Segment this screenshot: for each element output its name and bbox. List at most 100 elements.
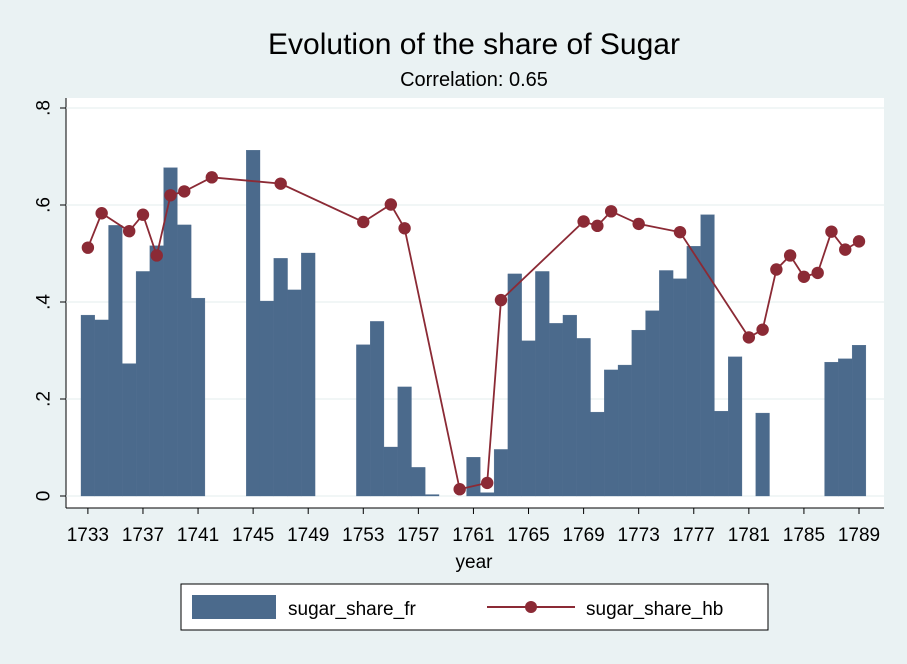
- bar-1753: [356, 344, 371, 497]
- bar-1789: [851, 345, 867, 497]
- bar-1741: [191, 297, 206, 497]
- point-1788: [839, 243, 852, 256]
- bar-1788: [838, 358, 853, 497]
- bar-1776: [672, 278, 688, 497]
- point-1734: [95, 207, 108, 220]
- x-tick-label: 1733: [67, 525, 109, 546]
- point-1769: [577, 215, 590, 228]
- bar-1738: [149, 245, 164, 497]
- point-1783: [770, 263, 783, 276]
- bar-1774: [645, 310, 660, 497]
- bar-1787: [824, 361, 839, 497]
- point-1736: [122, 224, 136, 238]
- point-1740: [178, 185, 191, 198]
- legend-box: [180, 583, 769, 631]
- bar-1761: [466, 457, 481, 497]
- bar-1766: [535, 271, 550, 497]
- bar-1754: [370, 321, 385, 497]
- x-axis-label: year: [456, 552, 494, 573]
- bar-1733: [80, 314, 95, 497]
- point-1781: [742, 331, 756, 344]
- bar-1764: [507, 273, 522, 497]
- bar-1772: [617, 364, 632, 497]
- x-tick-label: 1781: [728, 525, 770, 546]
- legend-label-sugar-share-fr: sugar_share_fr: [288, 599, 416, 620]
- y-tick-label: .2: [34, 391, 55, 407]
- bar-1768: [562, 314, 577, 497]
- legend: sugar_share_fr sugar_share_hb: [180, 583, 769, 631]
- point-1771: [604, 205, 618, 218]
- point-1755: [384, 198, 398, 211]
- bar-1762: [480, 492, 495, 497]
- legend-swatch-sugar-share-fr: [192, 595, 276, 619]
- bar-1757: [411, 467, 426, 497]
- x-tick-label: 1753: [342, 525, 384, 546]
- point-1733: [81, 241, 95, 254]
- point-1739: [164, 189, 177, 202]
- point-1770: [591, 219, 604, 233]
- y-tick-label: .6: [34, 197, 55, 213]
- bar-1756: [397, 386, 412, 497]
- x-tick-label: 1737: [122, 525, 164, 546]
- bar-1782: [755, 412, 770, 497]
- line-series-sugar-share-hb: [81, 171, 866, 496]
- bar-1755: [383, 446, 398, 497]
- point-1747: [274, 177, 287, 190]
- point-1773: [632, 217, 645, 231]
- y-tick-label: 0: [34, 491, 55, 502]
- bar-1773: [631, 329, 646, 497]
- bar-series-sugar-share-fr: [80, 150, 867, 497]
- x-tick-label: 1745: [232, 525, 274, 546]
- bar-1736: [122, 363, 137, 497]
- x-tick-label: 1785: [783, 525, 825, 546]
- bar-1735: [108, 225, 123, 497]
- point-1762: [481, 476, 494, 490]
- x-tick-label: 1773: [618, 525, 660, 546]
- bar-1769: [576, 338, 591, 497]
- bar-1758: [425, 494, 440, 497]
- point-1760: [453, 483, 466, 496]
- y-tick-label: .8: [34, 100, 55, 116]
- point-1786: [811, 266, 824, 280]
- x-tick-label: 1757: [397, 525, 439, 546]
- x-tick-label: 1749: [287, 525, 329, 546]
- bar-1779: [714, 410, 729, 497]
- point-1753: [357, 215, 370, 229]
- x-axis-ticks: 1733 1737 1741 1745 1749 1753 1757 1761 1765 1769…: [67, 508, 880, 546]
- point-1784: [783, 249, 797, 262]
- point-1782: [756, 323, 769, 336]
- bar-1740: [177, 224, 192, 497]
- bar-1737: [135, 271, 151, 497]
- bar-1780: [728, 356, 743, 497]
- bar-1763: [493, 449, 509, 497]
- bar-1746: [259, 300, 274, 497]
- point-1789: [852, 235, 866, 248]
- bar-1745: [246, 150, 261, 497]
- legend-label-sugar-share-hb: sugar_share_hb: [586, 599, 723, 620]
- bar-1749: [301, 252, 316, 497]
- bar-1747: [273, 258, 288, 497]
- bar-1770: [590, 411, 605, 497]
- point-1742: [205, 171, 219, 184]
- point-1763: [494, 293, 508, 307]
- bar-1765: [521, 340, 536, 497]
- bar-1771: [604, 369, 619, 497]
- point-1787: [825, 225, 838, 238]
- bar-1748: [287, 289, 302, 497]
- point-1738: [150, 249, 163, 262]
- y-tick-label: .4: [34, 294, 55, 310]
- x-tick-label: 1789: [838, 525, 880, 546]
- bar-1777: [686, 246, 701, 497]
- point-1737: [136, 208, 150, 221]
- point-1785: [797, 270, 811, 283]
- bar-1767: [549, 323, 564, 497]
- chart-subtitle: Correlation: 0.65: [400, 69, 548, 91]
- legend-marker-sugar-share-hb: [525, 601, 537, 613]
- chart-title: Evolution of the share of Sugar: [268, 28, 680, 61]
- x-tick-label: 1777: [673, 525, 715, 546]
- x-tick-label: 1765: [507, 525, 549, 546]
- point-1756: [398, 222, 411, 235]
- y-axis-ticks: 0 .2 .4 .6 .8: [34, 100, 66, 502]
- x-tick-label: 1741: [177, 525, 219, 546]
